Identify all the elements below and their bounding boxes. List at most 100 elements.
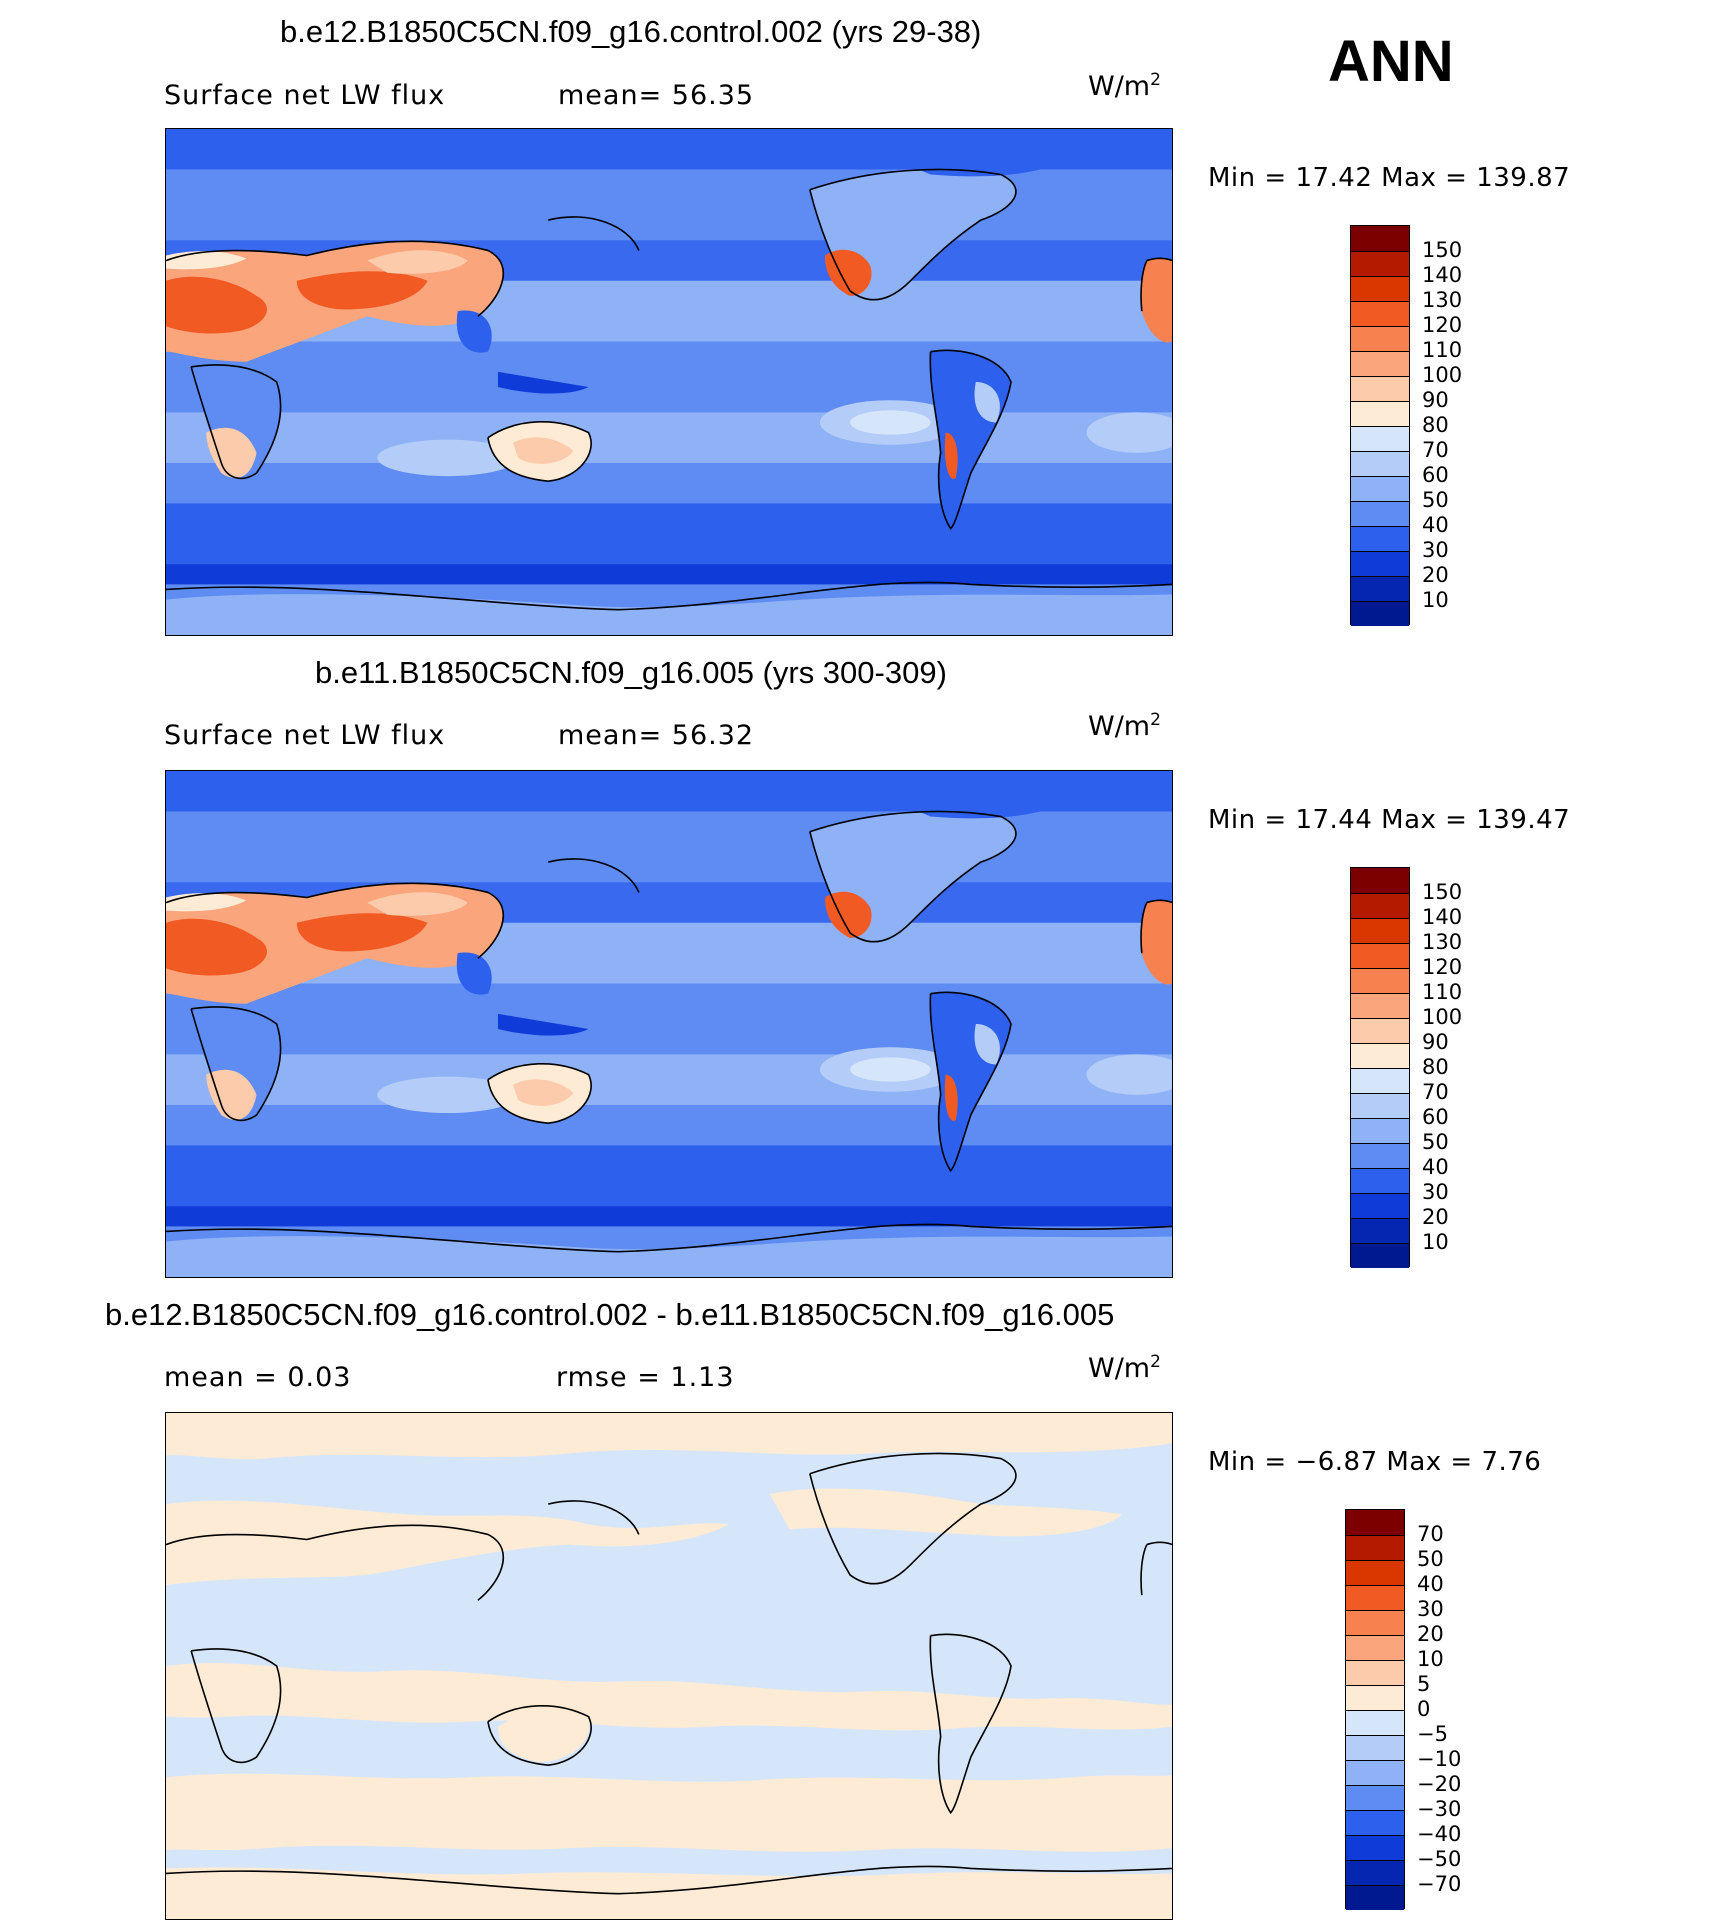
colorbar-swatch: [1346, 1610, 1404, 1635]
colorbar-tick-label: 30: [1417, 1597, 1444, 1621]
colorbar-swatch: [1351, 993, 1409, 1018]
panel-3-map: [165, 1412, 1173, 1920]
colorbar-swatch: [1351, 351, 1409, 376]
colorbar-swatch: [1346, 1685, 1404, 1710]
panel-1-units: W/m2: [1088, 70, 1161, 102]
colorbar-swatch: [1346, 1810, 1404, 1835]
colorbar-swatch: [1346, 1635, 1404, 1660]
panel-3-mean-label: mean = 0.03: [164, 1362, 352, 1393]
colorbar-tick-label: 100: [1422, 363, 1463, 387]
colorbar-tick-label: 120: [1422, 313, 1463, 337]
panel-1-mean-label: mean= 56.35: [558, 80, 755, 111]
colorbar-swatch: [1351, 376, 1409, 401]
colorbar-swatch: [1351, 868, 1409, 893]
colorbar-tick-label: 10: [1422, 1230, 1449, 1254]
colorbar-swatch: [1351, 551, 1409, 576]
colorbar-tick-label: 10: [1422, 588, 1449, 612]
colorbar-swatch: [1351, 501, 1409, 526]
colorbar-tick-label: 80: [1422, 1055, 1449, 1079]
colorbar-swatch: [1346, 1660, 1404, 1685]
panel-2-units: W/m2: [1088, 710, 1161, 742]
panel-2-map: [165, 770, 1173, 1278]
colorbar-swatch: [1346, 1785, 1404, 1810]
panel-2-mean-label: mean= 56.32: [558, 720, 755, 751]
colorbar-swatch: [1346, 1760, 1404, 1785]
colorbar-swatch: [1351, 1243, 1409, 1268]
colorbar-tick-label: 70: [1417, 1522, 1444, 1546]
colorbar-tick-label: 30: [1422, 1180, 1449, 1204]
panel-2-minmax: Min = 17.44 Max = 139.47: [1208, 805, 1571, 835]
colorbar-swatch: [1351, 943, 1409, 968]
colorbar-tick-label: 130: [1422, 930, 1463, 954]
panel-3-minmax: Min = −6.87 Max = 7.76: [1208, 1447, 1542, 1477]
colorbar-tick-label: 30: [1422, 538, 1449, 562]
colorbar-tick-label: 40: [1422, 513, 1449, 537]
colorbar-swatch: [1351, 893, 1409, 918]
colorbar-swatch: [1351, 276, 1409, 301]
colorbar-tick-label: −5: [1417, 1722, 1448, 1746]
colorbar-swatch: [1351, 476, 1409, 501]
colorbar-swatch: [1351, 226, 1409, 251]
colorbar-tick-label: 110: [1422, 338, 1463, 362]
colorbar-tick-label: 90: [1422, 388, 1449, 412]
colorbar-tick-label: −30: [1417, 1797, 1462, 1821]
colorbar-tick-label: 140: [1422, 263, 1463, 287]
colorbar-tick-label: 20: [1417, 1622, 1444, 1646]
colorbar-swatch: [1351, 426, 1409, 451]
colorbar-tick-label: −20: [1417, 1772, 1462, 1796]
colorbar-tick-label: −50: [1417, 1847, 1462, 1871]
panel-2-variable-label: Surface net LW flux: [164, 720, 446, 751]
season-label: ANN: [1328, 29, 1454, 94]
colorbar-tick-label: 80: [1422, 413, 1449, 437]
colorbar-tick-label: 50: [1417, 1547, 1444, 1571]
colorbar-swatch: [1351, 251, 1409, 276]
panel-1-colorbar: 150 140 130 120 110 100 90 80 70 60 50 40 30 20 10: [1350, 225, 1462, 626]
colorbar-tick-label: 100: [1422, 1005, 1463, 1029]
colorbar-tick-label: 0: [1417, 1697, 1431, 1721]
panel-1-variable-label: Surface net LW flux: [164, 80, 446, 111]
colorbar-tick-label: 150: [1422, 880, 1463, 904]
panel-1-minmax: Min = 17.42 Max = 139.87: [1208, 163, 1571, 193]
colorbar-swatch: [1351, 1193, 1409, 1218]
colorbar-box: [1350, 867, 1410, 1268]
colorbar-swatch: [1351, 1093, 1409, 1118]
colorbar-tick-label: 20: [1422, 563, 1449, 587]
panel-3-colorbar: 70 50 40 30 20 10 5 0 −5 −10 −20 −30 −40 −50 −70: [1345, 1509, 1461, 1910]
colorbar-tick-label: 70: [1422, 438, 1449, 462]
colorbar-tick-label: 50: [1422, 488, 1449, 512]
colorbar-tick-label: 150: [1422, 238, 1463, 262]
colorbar-swatch: [1351, 326, 1409, 351]
colorbar-swatch: [1346, 1535, 1404, 1560]
colorbar-swatch: [1351, 401, 1409, 426]
colorbar-swatch: [1351, 1068, 1409, 1093]
colorbar-swatch: [1351, 601, 1409, 626]
colorbar-tick-label: 130: [1422, 288, 1463, 312]
colorbar-tick-label: 5: [1417, 1672, 1431, 1696]
colorbar-tick-label: 140: [1422, 905, 1463, 929]
colorbar-swatch: [1351, 451, 1409, 476]
panel-1-title: b.e12.B1850C5CN.f09_g16.control.002 (yrs…: [280, 14, 982, 49]
colorbar-tick-label: 70: [1422, 1080, 1449, 1104]
panel-2-colorbar: 150 140 130 120 110 100 90 80 70 60 50 40 30 20 10: [1350, 867, 1462, 1268]
colorbar-tick-label: 50: [1422, 1130, 1449, 1154]
colorbar-tick-label: 60: [1422, 463, 1449, 487]
colorbar-swatch: [1351, 576, 1409, 601]
colorbar-swatch: [1346, 1710, 1404, 1735]
colorbar-swatch: [1351, 1218, 1409, 1243]
panel-3-title: b.e12.B1850C5CN.f09_g16.control.002 - b.…: [105, 1297, 1115, 1332]
colorbar-tick-label: 10: [1417, 1647, 1444, 1671]
panel-2-title: b.e11.B1850C5CN.f09_g16.005 (yrs 300-309…: [315, 655, 947, 690]
colorbar-box: [1345, 1509, 1405, 1910]
colorbar-tick-label: 120: [1422, 955, 1463, 979]
colorbar-swatch: [1346, 1560, 1404, 1585]
panel-3-rmse-label: rmse = 1.13: [556, 1362, 735, 1393]
colorbar-tick-label: 40: [1422, 1155, 1449, 1179]
colorbar-swatch: [1346, 1835, 1404, 1860]
colorbar-swatch: [1351, 1118, 1409, 1143]
colorbar-swatch: [1346, 1860, 1404, 1885]
colorbar-swatch: [1351, 968, 1409, 993]
colorbar-tick-label: −40: [1417, 1822, 1462, 1846]
colorbar-tick-label: 110: [1422, 980, 1463, 1004]
colorbar-swatch: [1351, 918, 1409, 943]
panel-1-map: [165, 128, 1173, 636]
